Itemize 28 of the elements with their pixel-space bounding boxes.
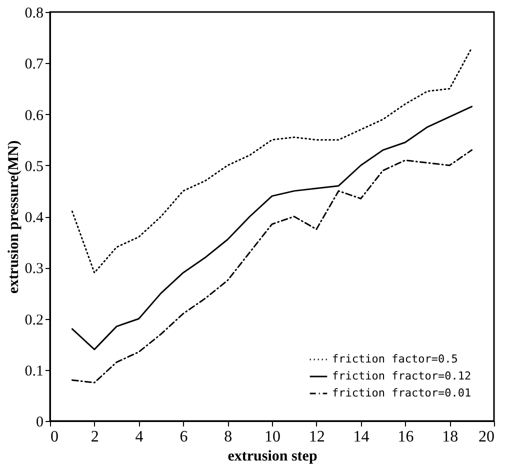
legend-label: friction fractor=0.01 [332,386,472,400]
x-tick-label: 16 [398,428,414,446]
x-tick-label: 2 [90,428,99,446]
y-tick-label: 0.4 [24,210,44,226]
x-tick-label: 18 [442,428,458,446]
legend-label: friction fractor=0.12 [332,370,472,382]
x-tick-label: 20 [478,428,494,446]
line-series [71,149,473,384]
y-tick-label: 0.7 [24,56,44,73]
y-tick-label: 0.5 [24,158,44,175]
y-tick-label: 0.8 [24,6,44,22]
y-tick-label: 0.2 [24,312,44,328]
x-axis-title: extrusion step [228,448,318,464]
x-tick-label: 0 [50,428,58,446]
x-tick-label: 8 [224,428,232,446]
line-series [71,106,473,350]
x-tick-label: 4 [135,428,144,446]
x-tick-label: 14 [353,428,370,446]
y-tick-label: 0.3 [24,261,44,278]
x-tick-label: 12 [308,428,325,446]
x-tick-label: 6 [180,428,188,446]
line-series [71,47,473,274]
y-tick-label: 0.1 [24,363,44,380]
legend-label: friction factor=0.5 [332,352,458,366]
y-tick-label: 0.6 [24,108,44,124]
y-axis-title: extrusion pressure(MN) [6,140,22,294]
x-tick-label: 10 [264,428,280,446]
y-tick-label: 0 [36,414,44,430]
